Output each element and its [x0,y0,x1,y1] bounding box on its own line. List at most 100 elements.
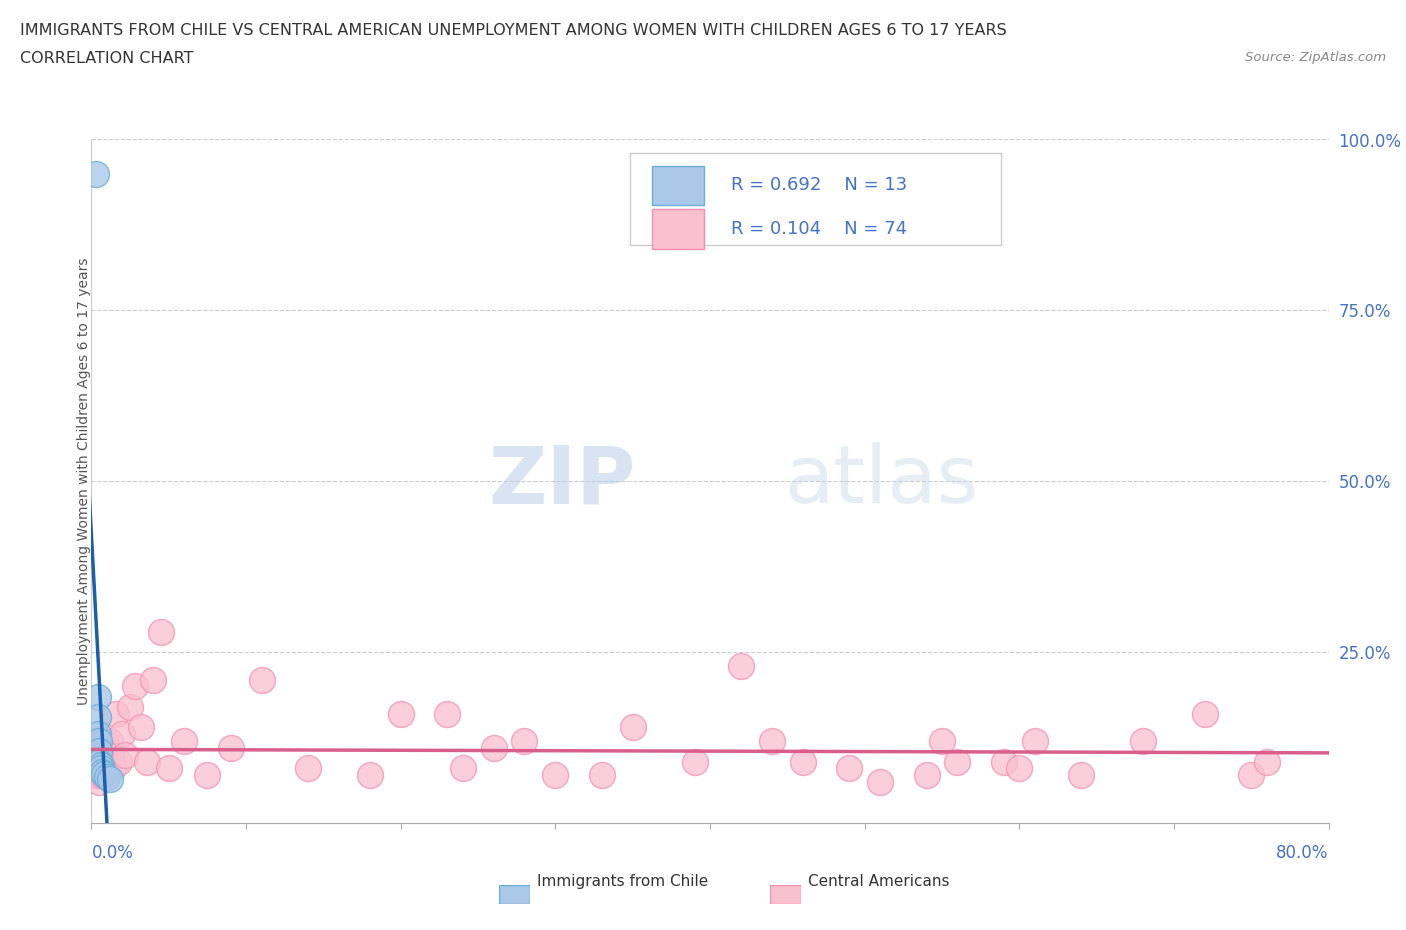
Point [87,748,111,763]
Point [87,754,111,769]
Point [946,754,969,769]
Point [98,734,121,749]
Point [297,761,319,776]
Point [91,754,114,769]
Point [108,754,131,769]
Point [129,720,152,735]
Point [114,748,136,763]
Point [105,706,128,721]
Point [93,761,115,776]
Point [1256,754,1278,769]
Point [86,734,108,749]
Point [100,748,122,763]
Point [84,754,107,769]
Point [91,748,114,763]
Text: 80.0%: 80.0% [1277,844,1329,862]
Point [136,754,159,769]
Point [97,754,120,769]
Point [915,768,938,783]
Point [86,761,108,776]
Point [111,726,134,741]
Point [482,740,505,755]
Point [86,761,108,776]
Point [1194,706,1216,721]
Y-axis label: Unemployment Among Women with Children Ages 6 to 17 years: Unemployment Among Women with Children A… [77,258,91,705]
Point [90,758,112,773]
Point [1240,768,1263,783]
Text: atlas: atlas [785,443,979,520]
Point [93,734,115,749]
Point [86,710,108,724]
Point [451,761,474,776]
Point [173,734,195,749]
Point [87,734,111,749]
Point [513,734,536,749]
Point [730,658,752,673]
Text: IMMIGRANTS FROM CHILE VS CENTRAL AMERICAN UNEMPLOYMENT AMONG WOMEN WITH CHILDREN: IMMIGRANTS FROM CHILE VS CENTRAL AMERICA… [20,23,1007,38]
Text: ZIP: ZIP [488,443,636,520]
Point [87,740,111,755]
Text: 0.0%: 0.0% [91,844,134,862]
Point [87,754,111,769]
Point [219,740,242,755]
Point [1132,734,1154,749]
Point [90,740,112,755]
Point [93,768,115,783]
Point [250,672,273,687]
Point [436,706,458,721]
Point [150,624,172,639]
Point [84,768,107,783]
Point [94,754,117,769]
Point [91,768,114,783]
Point [87,761,111,776]
Point [98,771,121,786]
Point [90,761,112,776]
Point [96,740,118,755]
Point [86,748,108,763]
Point [94,748,117,763]
FancyBboxPatch shape [630,153,1001,246]
Point [931,734,953,749]
Point [87,775,111,790]
Point [87,744,111,759]
Text: Immigrants from Chile: Immigrants from Chile [537,874,709,889]
FancyBboxPatch shape [652,209,704,248]
Point [142,672,165,687]
Point [683,754,706,769]
Point [195,768,219,783]
Point [86,689,108,704]
Point [90,754,112,769]
Point [869,775,891,790]
Point [96,769,118,784]
Point [838,761,860,776]
Point [792,754,814,769]
Point [761,734,783,749]
Point [544,768,567,783]
Point [91,764,114,779]
Point [93,766,115,781]
Text: R = 0.104    N = 74: R = 0.104 N = 74 [731,219,907,238]
Text: R = 0.692    N = 13: R = 0.692 N = 13 [731,177,907,194]
Point [90,761,112,776]
Text: Source: ZipAtlas.com: Source: ZipAtlas.com [1246,51,1386,64]
Point [86,768,108,783]
FancyBboxPatch shape [652,166,704,206]
Point [389,706,412,721]
Point [359,768,381,783]
Point [1070,768,1092,783]
Point [124,679,146,694]
Point [1008,761,1031,776]
Point [101,761,124,776]
Point [96,761,118,776]
Point [993,754,1015,769]
Point [90,734,112,749]
Point [120,699,141,714]
Point [87,768,111,783]
Text: CORRELATION CHART: CORRELATION CHART [20,51,193,66]
Point [591,768,613,783]
Point [157,761,180,776]
Point [86,726,108,741]
Point [621,720,644,735]
Point [84,748,107,763]
Point [84,166,107,181]
